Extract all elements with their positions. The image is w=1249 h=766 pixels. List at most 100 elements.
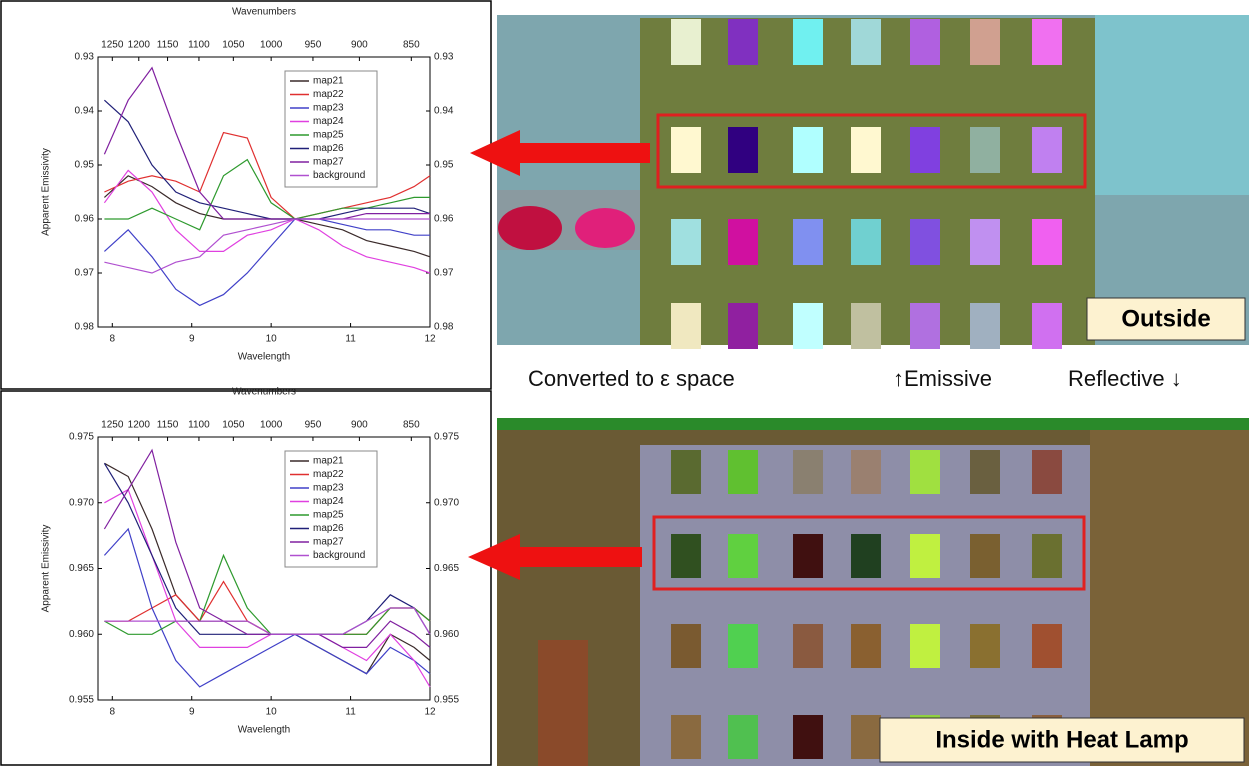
- legend-label: map23: [313, 103, 344, 114]
- window: [851, 450, 881, 494]
- window: [671, 624, 701, 668]
- window: [728, 127, 758, 173]
- x2-tick-label: 1100: [188, 420, 210, 431]
- window: [970, 450, 1000, 494]
- window: [910, 534, 940, 578]
- x2-tick-label: 950: [305, 420, 322, 431]
- x2-axis-title: Wavenumbers: [232, 387, 296, 398]
- x-axis-title: Wavelength: [238, 352, 290, 363]
- chart-panel: [1, 391, 491, 765]
- window: [910, 127, 940, 173]
- y2-tick-label: 0.955: [434, 695, 459, 706]
- window: [1032, 219, 1062, 265]
- x2-tick-label: 1000: [260, 420, 283, 431]
- window: [910, 303, 940, 349]
- window: [728, 624, 758, 668]
- legend-label: map27: [313, 157, 344, 168]
- legend-label: map22: [313, 469, 344, 480]
- legend-label: map26: [313, 143, 344, 154]
- window: [910, 624, 940, 668]
- legend-label: map27: [313, 537, 344, 548]
- y2-tick-label: 0.93: [434, 52, 454, 63]
- x2-tick-label: 900: [351, 420, 368, 431]
- window: [970, 19, 1000, 65]
- window: [728, 534, 758, 578]
- legend-label: map21: [313, 456, 344, 467]
- window: [970, 303, 1000, 349]
- window: [728, 19, 758, 65]
- x-tick-label: 8: [110, 707, 116, 718]
- window: [671, 534, 701, 578]
- legend-label: map21: [313, 76, 344, 87]
- window: [671, 219, 701, 265]
- image-region: [1090, 430, 1249, 766]
- y2-tick-label: 0.96: [434, 214, 454, 225]
- y2-tick-label: 0.975: [434, 432, 459, 443]
- window: [851, 534, 881, 578]
- y-axis-title: Apparent Emissivity: [41, 525, 52, 613]
- legend-label: map24: [313, 116, 344, 127]
- y-tick-label: 0.975: [69, 432, 94, 443]
- window: [793, 303, 823, 349]
- x-axis-title: Wavelength: [238, 725, 290, 736]
- y2-tick-label: 0.970: [434, 497, 459, 508]
- window: [671, 715, 701, 759]
- x-tick-label: 11: [345, 334, 356, 345]
- y-tick-label: 0.965: [69, 563, 94, 574]
- y2-tick-label: 0.95: [434, 160, 454, 171]
- x-tick-label: 9: [189, 707, 195, 718]
- window: [1032, 450, 1062, 494]
- legend-label: map23: [313, 483, 344, 494]
- x2-tick-label: 1150: [157, 420, 179, 431]
- legend-label: background: [313, 170, 365, 181]
- image-label: Inside with Heat Lamp: [935, 726, 1188, 753]
- y-tick-label: 0.94: [75, 106, 95, 117]
- legend-label: background: [313, 550, 365, 561]
- window: [970, 534, 1000, 578]
- y-tick-label: 0.955: [69, 695, 94, 706]
- window: [970, 624, 1000, 668]
- y2-tick-label: 0.97: [434, 268, 454, 279]
- window: [671, 303, 701, 349]
- window: [793, 715, 823, 759]
- image-label: Outside: [1121, 305, 1210, 332]
- x2-tick-label: 1150: [157, 40, 179, 51]
- x2-tick-label: 1050: [222, 420, 245, 431]
- x-tick-label: 12: [424, 707, 436, 718]
- x2-tick-label: 1200: [128, 420, 151, 431]
- caption: Reflective ↓: [1068, 366, 1182, 391]
- window: [793, 19, 823, 65]
- x2-tick-label: 900: [351, 40, 368, 51]
- x2-tick-label: 850: [403, 40, 420, 51]
- window: [793, 450, 823, 494]
- window: [793, 219, 823, 265]
- x2-tick-label: 850: [403, 420, 420, 431]
- x2-tick-label: 950: [305, 40, 322, 51]
- window: [851, 303, 881, 349]
- window: [728, 450, 758, 494]
- y-tick-label: 0.95: [75, 160, 95, 171]
- y2-tick-label: 0.965: [434, 563, 459, 574]
- image-region: [575, 208, 635, 248]
- window: [970, 219, 1000, 265]
- window: [910, 19, 940, 65]
- y-axis-title: Apparent Emissivity: [41, 148, 52, 236]
- x-tick-label: 8: [110, 334, 116, 345]
- window: [671, 127, 701, 173]
- y2-tick-label: 0.98: [434, 322, 454, 333]
- window: [793, 624, 823, 668]
- x-tick-label: 11: [345, 707, 356, 718]
- window: [851, 219, 881, 265]
- window: [851, 715, 881, 759]
- window: [1032, 127, 1062, 173]
- window: [1032, 534, 1062, 578]
- window: [1032, 624, 1062, 668]
- x2-tick-label: 1200: [128, 40, 151, 51]
- window: [851, 19, 881, 65]
- image-region: [1095, 15, 1249, 195]
- caption: ↑Emissive: [893, 366, 992, 391]
- image-region: [640, 18, 1095, 345]
- image-region: [497, 418, 1249, 430]
- image-region: [538, 640, 588, 766]
- y-tick-label: 0.960: [69, 629, 94, 640]
